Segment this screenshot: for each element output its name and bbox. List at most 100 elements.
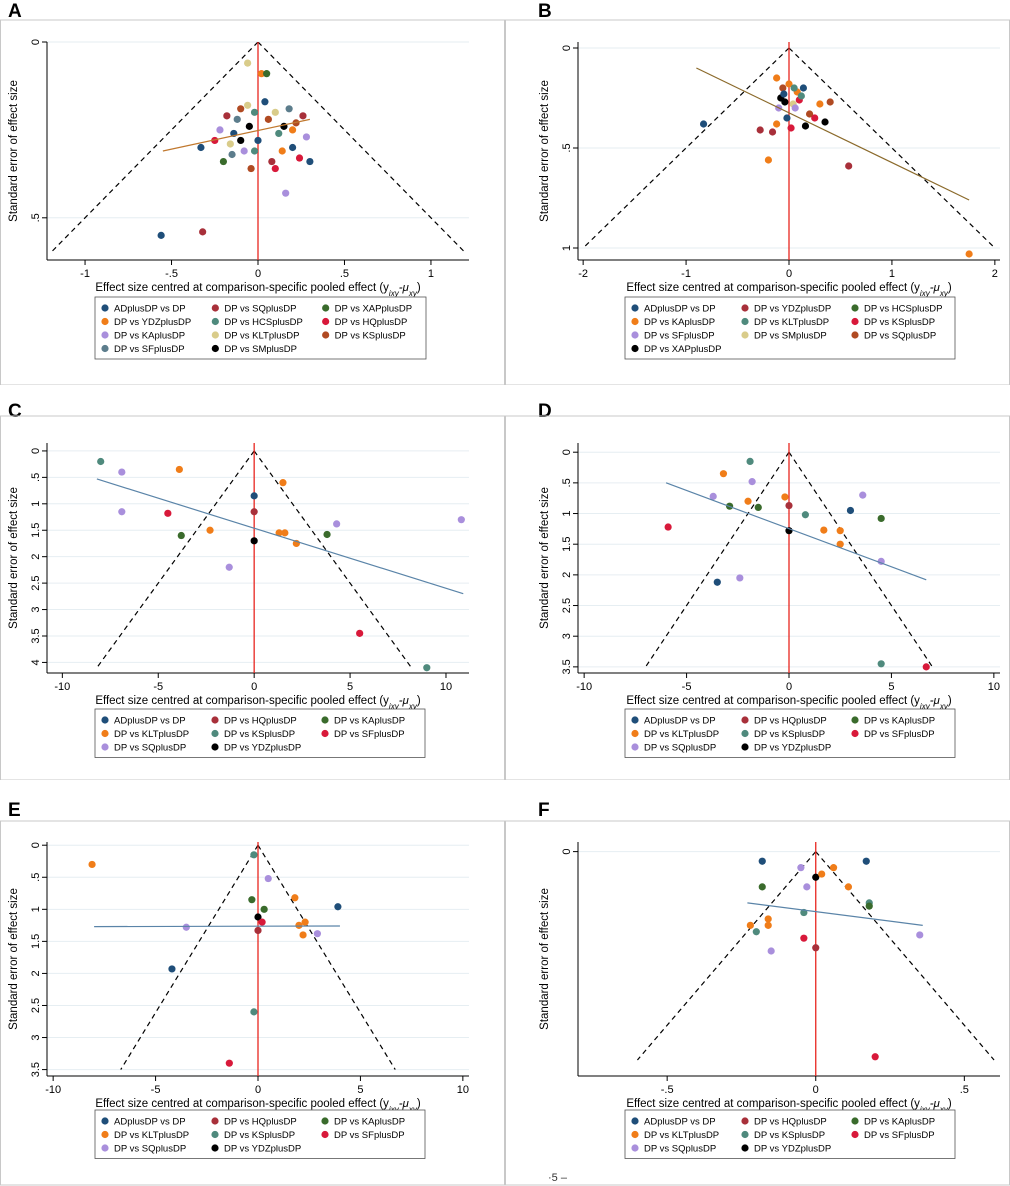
x-tick-label: 1 bbox=[889, 268, 895, 280]
x-axis-label-part: ) bbox=[417, 1098, 421, 1110]
y-tick-label: 0 bbox=[561, 849, 573, 855]
legend-label: DP vs KAplusDP bbox=[864, 1117, 935, 1128]
funnel-left-line bbox=[636, 851, 817, 1061]
panel-frame bbox=[0, 415, 505, 780]
data-point bbox=[818, 870, 826, 878]
legend-label: ADplusDP vs DP bbox=[644, 716, 716, 727]
legend-marker bbox=[101, 743, 109, 751]
panel-frame bbox=[0, 19, 505, 385]
data-point bbox=[800, 934, 808, 942]
x-axis-label-part: Effect size centred at comparison-specif… bbox=[95, 1098, 389, 1110]
y-tick-label: 2.5 bbox=[30, 998, 42, 1013]
legend-marker bbox=[211, 331, 219, 339]
legend-marker bbox=[741, 317, 749, 326]
x-axis-label-part: -μ bbox=[399, 695, 410, 707]
data-point bbox=[877, 660, 885, 668]
legend-box bbox=[624, 1109, 956, 1159]
data-point bbox=[780, 90, 788, 98]
x-tick-label: -5 bbox=[151, 1084, 161, 1096]
data-point bbox=[299, 112, 307, 120]
legend-label: DP vs KLTplusDP bbox=[224, 331, 299, 342]
x-axis-label-part: ) bbox=[948, 282, 952, 294]
regression-line bbox=[696, 67, 970, 201]
y-axis-label: Standard error of effect size bbox=[8, 80, 20, 222]
y-tick-label: 2.5 bbox=[561, 598, 573, 613]
data-point bbox=[306, 157, 314, 166]
legend-label: DP vs HQplusDP bbox=[224, 1117, 297, 1128]
data-point bbox=[257, 70, 266, 78]
legend-box bbox=[94, 708, 426, 758]
data-point bbox=[811, 114, 819, 122]
legend-label: ADplusDP vs DP bbox=[644, 304, 716, 315]
y-tick-label: 2 bbox=[30, 554, 42, 560]
legend-marker bbox=[851, 729, 859, 738]
legend-label: DP vs SFplusDP bbox=[334, 729, 405, 740]
legend-label: DP vs KSplusDP bbox=[224, 1130, 295, 1141]
data-point bbox=[299, 931, 307, 939]
data-point bbox=[157, 231, 165, 239]
data-point bbox=[752, 928, 760, 936]
panel-e: E -10 -5 0 5 10 0 .5 1 1.5 2 2.5 3 3.5 Standard error … bbox=[0, 800, 505, 1186]
plot-area bbox=[578, 842, 1000, 1076]
legend-label: DP vs KSplusDP bbox=[754, 1130, 825, 1141]
data-point bbox=[199, 228, 207, 236]
data-point bbox=[790, 84, 798, 92]
legend-label: DP vs SQplusDP bbox=[224, 304, 296, 315]
legend-marker bbox=[741, 1144, 749, 1152]
x-axis-label: Effect size centred at comparison-specif… bbox=[95, 695, 421, 711]
x-axis-label: Effect size centred at comparison-specif… bbox=[95, 282, 421, 298]
legend-marker bbox=[741, 1130, 749, 1139]
legend-marker bbox=[741, 716, 749, 724]
legend-marker bbox=[211, 1117, 219, 1125]
legend-label: DP vs KLTplusDP bbox=[114, 1130, 189, 1141]
x-axis-label: Effect size centred at comparison-specif… bbox=[626, 282, 952, 298]
data-point bbox=[250, 108, 259, 116]
legend-marker bbox=[101, 1117, 109, 1125]
funnel-plot-svg: -10 -5 0 5 10 0 .5 1 1.5 2 2.5 3 3.5 Standard error o… bbox=[0, 820, 505, 1186]
plot-area bbox=[47, 443, 469, 673]
x-tick-label: 5 bbox=[347, 681, 353, 693]
x-axis-label-part: ) bbox=[948, 695, 952, 707]
data-point bbox=[916, 931, 924, 939]
data-point bbox=[275, 529, 283, 537]
panel-label: A bbox=[8, 1, 22, 22]
legend-label: DP vs SMplusDP bbox=[224, 344, 297, 355]
y-axis-label: Standard error of effect size bbox=[8, 888, 20, 1030]
legend-marker bbox=[211, 317, 219, 326]
data-point bbox=[260, 905, 268, 913]
data-point bbox=[168, 965, 176, 973]
data-point bbox=[805, 110, 814, 118]
y-tick-label: 2 bbox=[561, 572, 573, 578]
legend-marker bbox=[851, 1117, 859, 1125]
data-point bbox=[250, 508, 258, 516]
y-tick-label: 1 bbox=[30, 501, 42, 507]
legend-label: DP vs SFplusDP bbox=[864, 1130, 935, 1141]
data-point bbox=[323, 530, 331, 539]
legend-label: DP vs KAplusDP bbox=[334, 1117, 405, 1128]
data-point bbox=[226, 140, 234, 148]
data-point bbox=[177, 531, 185, 540]
legend-label: DP vs XAPplusDP bbox=[335, 304, 412, 315]
x-axis-label-part: -μ bbox=[930, 282, 941, 294]
legend-marker bbox=[211, 716, 219, 724]
legend-marker bbox=[851, 1130, 859, 1139]
legend-marker bbox=[741, 729, 749, 738]
regression-line bbox=[162, 118, 311, 152]
x-tick-label: -10 bbox=[54, 681, 70, 693]
x-tick-label: -1 bbox=[80, 268, 90, 280]
data-point bbox=[334, 903, 342, 911]
legend-marker bbox=[631, 1130, 639, 1139]
data-point bbox=[871, 1053, 879, 1061]
legend-label: DP vs KAplusDP bbox=[114, 331, 185, 342]
x-axis-label-part: -μ bbox=[399, 1098, 410, 1110]
legend-marker bbox=[101, 331, 109, 339]
funnel-plot-svg: -2 -1 0 1 2 0 .5 1 Standard error of effect size… bbox=[505, 19, 1010, 385]
legend-marker bbox=[631, 317, 639, 326]
panel-f: F -.5 0 .5 0 Standard error of effect size Eff… bbox=[505, 800, 1010, 1186]
data-point bbox=[301, 918, 309, 926]
data-point bbox=[225, 1059, 233, 1067]
legend-marker bbox=[321, 716, 329, 724]
x-tick-label: -10 bbox=[45, 1084, 61, 1096]
legend-marker bbox=[851, 317, 859, 326]
y-tick-label: 3.5 bbox=[30, 628, 42, 643]
